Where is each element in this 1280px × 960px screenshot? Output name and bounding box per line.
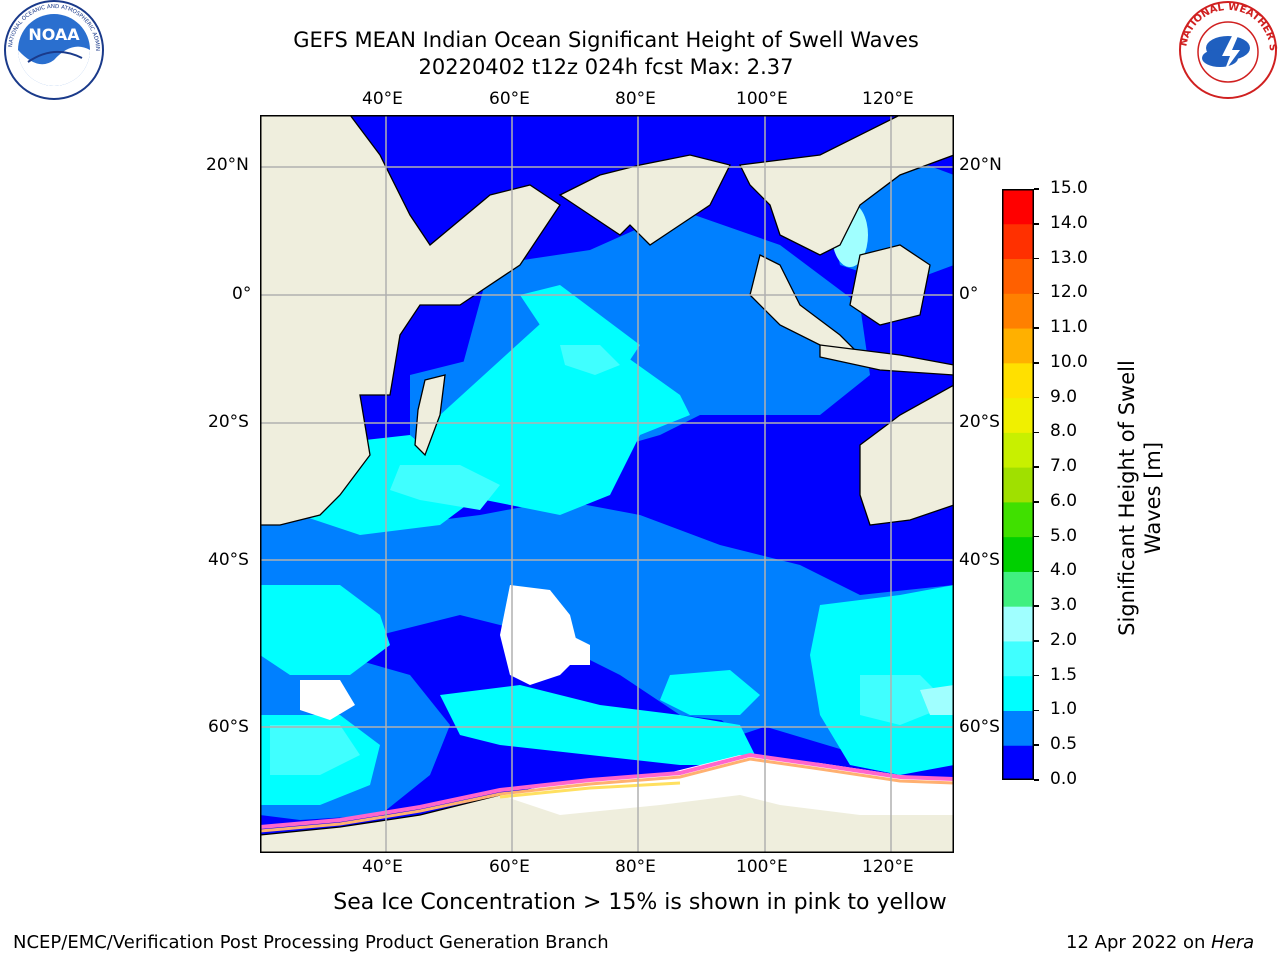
colorbar-swatch-12 (1002, 328, 1034, 364)
colorbar-swatch-11 (1002, 362, 1034, 399)
colorbar-tick-label: 11.0 (1050, 317, 1088, 338)
colorbar-tick-label: 8.0 (1050, 421, 1078, 442)
colorbar-tick-label: 13.0 (1050, 247, 1088, 268)
colorbar-tick-label: 9.0 (1050, 386, 1078, 407)
colorbar-swatch-8 (1002, 467, 1034, 503)
swell-band-1.5-2.0 (270, 345, 950, 775)
lat-tick-right-60s: 60°S (959, 717, 1000, 737)
colorbar-tick-label: 10.0 (1050, 351, 1088, 372)
lon-tick-top-120e: 120°E (862, 89, 914, 109)
lat-tick-left-40s: 40°S (208, 550, 249, 570)
footer-left: NCEP/EMC/Verification Post Processing Pr… (13, 932, 609, 953)
colorbar-swatch-4 (1002, 606, 1034, 642)
colorbar-border (1002, 189, 1034, 780)
lat-tick-left-0: 0° (232, 284, 252, 304)
colorbar-tick-label: 15.0 (1050, 178, 1088, 198)
colorbar-tick-mark (1034, 223, 1039, 225)
colorbar-tick-mark (1034, 640, 1039, 642)
colorbar-label-line2: Waves [m] (1141, 441, 1165, 555)
noaa-logo: NOAA NATIONAL OCEANIC AND ATMOSPHERIC AD… (0, 0, 106, 100)
colorbar-tick-label: 7.0 (1050, 456, 1078, 477)
colorbar-swatch-2 (1002, 675, 1034, 711)
sea-ice-edge (260, 752, 954, 833)
lon-tick-top-40e: 40°E (362, 89, 403, 109)
colorbar-tick-mark (1034, 570, 1039, 573)
lon-tick-top-80e: 80°E (615, 89, 656, 109)
graticule (260, 115, 954, 853)
colorbar-tick-label: 2.0 (1050, 629, 1078, 650)
colorbar-tick-mark (1034, 744, 1039, 746)
colorbar-tick-label: 0.5 (1050, 734, 1078, 755)
colorbar-tick-mark (1034, 674, 1039, 677)
colorbar-tick-label: 3.0 (1050, 595, 1078, 616)
colorbar-swatch-10 (1002, 397, 1034, 433)
lon-tick-bottom-60e: 60°E (489, 857, 530, 877)
colorbar-swatch-3 (1002, 640, 1034, 677)
sea-ice-caption: Sea Ice Concentration > 15% is shown in … (333, 890, 947, 915)
colorbar-swatch-5 (1002, 571, 1034, 607)
lat-tick-left-20s: 20°S (208, 412, 249, 432)
lat-tick-right-40s: 40°S (959, 550, 1000, 570)
colorbar-tick-mark (1034, 466, 1039, 468)
colorbar (1002, 189, 1034, 781)
footer-right: 12 Apr 2022 on Hera (1066, 932, 1254, 953)
colorbar-tick-mark (1034, 188, 1039, 190)
colorbar-tick-label: 12.0 (1050, 282, 1088, 303)
colorbar-swatch-6 (1002, 536, 1034, 572)
colorbar-swatch-13 (1002, 293, 1034, 329)
colorbar-swatch-7 (1002, 501, 1034, 538)
colorbar-swatch-9 (1002, 432, 1034, 468)
colorbar-tick-label: 5.0 (1050, 525, 1078, 546)
footer-host: Hera (1211, 932, 1255, 953)
colorbar-label: Significant Height of Swell Waves [m] (1114, 338, 1166, 658)
lon-tick-top-100e: 100°E (736, 89, 788, 109)
noaa-logo-text: NOAA (28, 25, 80, 44)
lon-tick-bottom-100e: 100°E (736, 857, 788, 877)
colorbar-tick-mark (1034, 327, 1039, 329)
map-title: GEFS MEAN Indian Ocean Significant Heigh… (293, 28, 919, 52)
lat-tick-right-20n: 20°N (959, 155, 1002, 175)
colorbar-scale (1002, 189, 1034, 781)
lat-tick-right-20s: 20°S (959, 412, 1000, 432)
colorbar-swatch-15 (1002, 223, 1034, 260)
colorbar-tick-mark (1034, 257, 1039, 260)
lat-tick-right-0: 0° (959, 284, 979, 304)
lat-tick-left-60s: 60°S (208, 717, 249, 737)
colorbar-tick-mark (1034, 709, 1039, 712)
colorbar-tick-mark (1034, 292, 1039, 295)
colorbar-tick-mark (1034, 431, 1039, 434)
colorbar-tick-label: 4.0 (1050, 560, 1078, 581)
colorbar-swatch-1 (1002, 710, 1034, 746)
colorbar-ticks: 0.0 0.5 1.0 1.5 2.0 3.0 4.0 5.0 6.0 7.0 8.0 9.0 10.0… (1034, 0, 1100, 960)
colorbar-swatch-0 (1002, 745, 1034, 781)
colorbar-tick-mark (1034, 779, 1039, 781)
colorbar-tick-mark (1034, 362, 1039, 364)
colorbar-tick-label: 1.5 (1050, 664, 1078, 685)
colorbar-tick-label: 0.0 (1050, 769, 1078, 789)
colorbar-swatch-16 (1002, 189, 1034, 225)
footer-date: 12 Apr 2022 on (1066, 932, 1212, 953)
lon-tick-bottom-120e: 120°E (862, 857, 914, 877)
colorbar-tick-mark (1034, 501, 1039, 503)
colorbar-tick-label: 6.0 (1050, 490, 1078, 511)
lon-tick-top-60e: 60°E (489, 89, 530, 109)
colorbar-tick-mark (1034, 535, 1039, 538)
colorbar-label-line1: Significant Height of Swell (1115, 360, 1139, 636)
lon-tick-bottom-80e: 80°E (615, 857, 656, 877)
colorbar-tick-mark (1034, 605, 1039, 607)
colorbar-tick-label: 14.0 (1050, 212, 1088, 233)
colorbar-tick-mark (1034, 396, 1039, 399)
map-panel (260, 115, 954, 853)
map-subtitle: 20220402 t12z 024h fcst Max: 2.37 (418, 55, 794, 79)
swell-height-map (260, 115, 954, 853)
colorbar-swatch-14 (1002, 258, 1034, 294)
nws-logo: NATIONAL WEATHER SERVICE (1172, 0, 1280, 100)
lat-tick-left-20n: 20°N (206, 155, 249, 175)
colorbar-tick-label: 1.0 (1050, 699, 1078, 720)
lon-tick-bottom-40e: 40°E (362, 857, 403, 877)
